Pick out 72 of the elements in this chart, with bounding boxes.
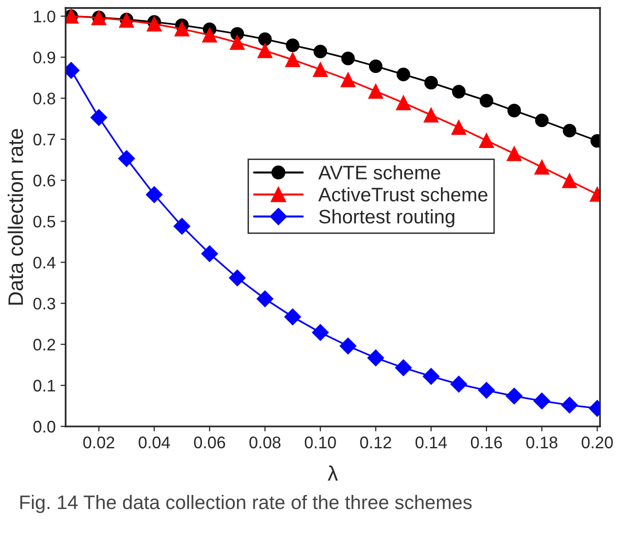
point (256, 290, 274, 308)
y-tick-label: 0.7 (33, 134, 56, 146)
y-tick-label: 0.8 (33, 92, 56, 104)
point (479, 133, 494, 148)
x-tick-label: 0.16 (470, 436, 502, 448)
x-tick-label: 0.10 (304, 436, 336, 448)
point (368, 59, 382, 74)
y-tick-label: 0.4 (33, 256, 56, 269)
point (535, 114, 549, 128)
point (201, 245, 218, 262)
point (452, 84, 466, 98)
point (478, 382, 495, 399)
point (424, 76, 438, 90)
point (562, 173, 578, 188)
y-tick-label: 0.6 (33, 174, 56, 186)
point (507, 104, 521, 118)
point (340, 72, 356, 88)
x-tick-label: 0.20 (582, 436, 613, 448)
point (285, 52, 300, 68)
point (314, 44, 328, 58)
x-tick-label: 0.14 (416, 436, 447, 448)
x-axis-title: λ (328, 466, 338, 481)
point (228, 270, 246, 286)
x-tick-label: 0.08 (249, 436, 280, 448)
point (396, 68, 410, 82)
point (258, 43, 272, 58)
point (258, 32, 272, 46)
legend-label: Shortest routing (319, 209, 454, 228)
y-tick-label: 0.9 (33, 52, 56, 64)
point (174, 218, 190, 235)
point (506, 146, 522, 162)
point (118, 150, 135, 167)
y-axis-title: Data collection rate (8, 128, 24, 305)
x-tick-label: 0.18 (526, 436, 558, 448)
caption: Fig. 14 The data collection rate of the three schemes (20, 494, 472, 514)
point (230, 34, 245, 50)
point (340, 338, 356, 354)
point (312, 324, 329, 341)
point (395, 359, 412, 376)
point (533, 392, 550, 410)
point (396, 95, 411, 110)
x-tick-label: 0.02 (83, 436, 114, 448)
point (174, 21, 190, 36)
legend-label: ActiveTrust scheme (318, 187, 488, 202)
y-tick-label: 0.0 (33, 420, 56, 433)
point (424, 108, 439, 123)
y-tick-label: 0.5 (33, 216, 56, 228)
point (561, 396, 578, 414)
x-tick-label: 0.06 (194, 436, 226, 448)
point (450, 376, 468, 393)
point (534, 160, 550, 175)
point (451, 120, 466, 135)
y-tick-label: 1.0 (34, 10, 56, 22)
point (506, 388, 523, 404)
y-tick-label: 0.1 (33, 380, 56, 392)
point (368, 84, 384, 99)
y-tick-label: 0.3 (33, 298, 56, 310)
legend-label: AVTE scheme (318, 165, 440, 180)
point (90, 109, 108, 126)
x-tick-label: 0.04 (138, 436, 170, 448)
point (146, 186, 163, 204)
point (367, 350, 384, 366)
point (422, 368, 440, 385)
point (284, 308, 302, 326)
point (562, 124, 576, 138)
x-tick-label: 0.12 (360, 436, 392, 448)
point (341, 52, 355, 66)
point (202, 28, 218, 43)
point (286, 38, 300, 52)
y-tick-label: 0.2 (33, 338, 56, 351)
point (480, 94, 494, 108)
point (312, 62, 328, 77)
